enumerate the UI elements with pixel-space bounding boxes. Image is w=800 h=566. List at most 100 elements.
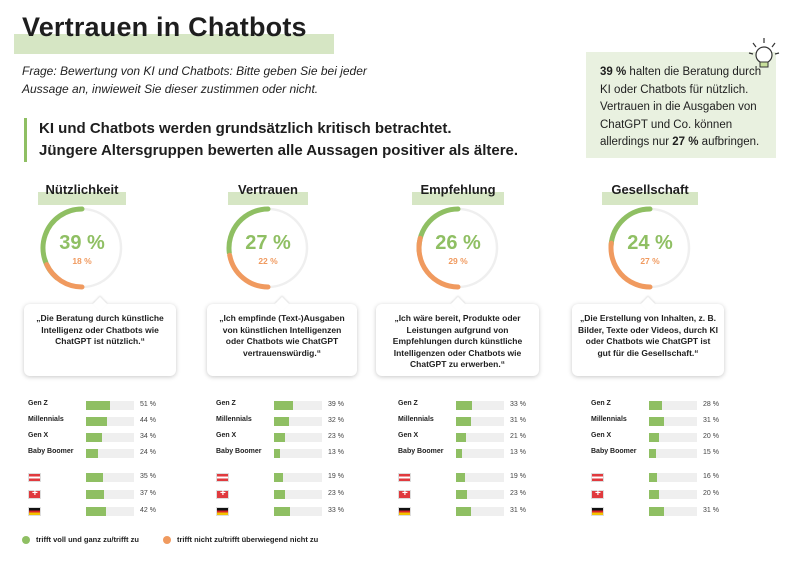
bar [274,490,286,499]
bar-value-label: 31 % [510,507,526,514]
column-title-highlight [412,192,504,205]
page-title: Vertrauen in Chatbots [22,12,307,42]
bar-label: Gen X [28,432,49,439]
survey-question: Frage: Bewertung von KI und Chatbots: Bi… [22,64,367,96]
bar [86,449,98,458]
bar-label: Gen Z [398,400,418,407]
bar-value-label: 39 % [328,401,344,408]
bar-track [456,507,504,516]
info-box: 39 % halten die Beratung durch KI oder C… [586,52,776,158]
column-title-highlight [602,192,698,205]
bar-track [274,417,322,426]
bar [456,490,468,499]
bar-label: Baby Boomer [216,448,262,455]
bar-label: Baby Boomer [398,448,444,455]
bar [86,490,104,499]
flag-austria-icon [398,473,411,482]
info-text-1: halten die Beratung durch KI oder Chatbo… [600,66,762,148]
column-title-wrap: Empfehlung [392,182,582,208]
bar-value-label: 15 % [703,449,719,456]
bar [274,401,293,410]
column-title: Nützlichkeit [45,182,119,197]
bar-track [649,490,697,499]
gauge-4: 24 % 27 % [600,198,700,298]
bar-value-label: 33 % [328,507,344,514]
bar-row-gen-z: Gen Z 28 % [591,400,771,412]
bar-value-label: 51 % [140,401,156,408]
bar-track [274,401,322,410]
gauge-disagree-value: 22 % [258,256,278,266]
bar [456,401,472,410]
country-row-flag-switzerland: 37 % [28,488,208,501]
gauge-2: 27 % 22 % [218,198,318,298]
lightbulb-icon [748,38,780,68]
bar-value-label: 37 % [140,490,156,497]
gauge-disagree-arc [608,240,653,290]
bar-row-millennials: Millennials 32 % [216,416,396,428]
country-row-flag-switzerland: 23 % [398,488,578,501]
column-title-highlight [38,192,126,205]
bar-track [274,433,322,442]
quote-text: „Die Erstellung von Inhalten, z. B. Bild… [578,313,718,358]
country-row-flag-austria: 16 % [591,472,771,484]
bar-value-label: 31 % [703,417,719,424]
flag-germany-icon [398,507,411,516]
bar [274,433,286,442]
gauge-agree-arc [608,206,653,249]
legend: trifft voll und ganz zu/trifft zu trifft… [22,535,340,546]
bar-row-millennials: Millennials 44 % [28,416,208,428]
bar [274,507,290,516]
flag-switzerland-icon [591,488,604,499]
bar-value-label: 31 % [703,507,719,514]
bar-value-label: 20 % [703,433,719,440]
legend-item-agree: trifft voll und ganz zu/trifft zu [22,535,139,544]
bar-label: Gen Z [216,400,236,407]
country-row-flag-switzerland: 20 % [591,488,771,501]
bar-label: Gen X [591,432,612,439]
bar-label: Gen X [398,432,419,439]
quote-text: „Ich empfinde (Text-)Ausgaben von künstl… [219,313,345,358]
quote-box-2: „Ich empfinde (Text-)Ausgaben von künstl… [207,296,357,376]
bar-value-label: 20 % [703,490,719,497]
chart-column-4: Gesellschaft [585,182,775,208]
info-text-2: aufbringen. [701,136,760,148]
bar-track [86,401,134,410]
bar-track [86,507,134,516]
lead-statement: KI und Chatbots werden grundsätzlich kri… [24,118,518,162]
bar-track [274,473,322,482]
bar-track [649,433,697,442]
legend-label-agree: trifft voll und ganz zu/trifft zu [36,535,139,544]
bar-label: Millennials [28,416,64,423]
country-row-flag-austria: 35 % [28,472,208,484]
bar-value-label: 13 % [510,449,526,456]
gauge-disagree-arc [227,252,271,290]
bar-row-gen-x: Gen X 34 % [28,432,208,444]
gauge-ring [40,206,123,290]
column-title: Vertrauen [238,182,298,197]
chart-column-3: Empfehlung [392,182,582,208]
gauge-agree-value: 27 % [245,232,291,254]
bar [86,417,108,426]
bar [86,401,111,410]
bar-track [86,490,134,499]
column-title-wrap: Vertrauen [210,182,400,208]
bar [86,473,103,482]
bar-row-gen-z: Gen Z 51 % [28,400,208,412]
bar-value-label: 23 % [510,490,526,497]
bar-track [274,507,322,516]
bar-row-baby-boomer: Baby Boomer 13 % [398,448,578,460]
bar-value-label: 33 % [510,401,526,408]
bar [274,473,284,482]
bar [86,507,107,516]
quote-box-4: „Die Erstellung von Inhalten, z. B. Bild… [572,296,724,376]
lead-line-2: Jüngere Altersgruppen bewerten alle Auss… [39,142,519,159]
legend-label-disagree: trifft nicht zu/trifft überwiegend nicht… [177,535,319,544]
bar-track [456,433,504,442]
bar-label: Gen X [216,432,237,439]
bar-value-label: 23 % [328,433,344,440]
bar [649,401,663,410]
bar-track [649,507,697,516]
gauge-agree-value: 26 % [435,232,481,254]
gauge-ring [608,206,691,290]
info-pct-1: 39 % [600,66,627,78]
